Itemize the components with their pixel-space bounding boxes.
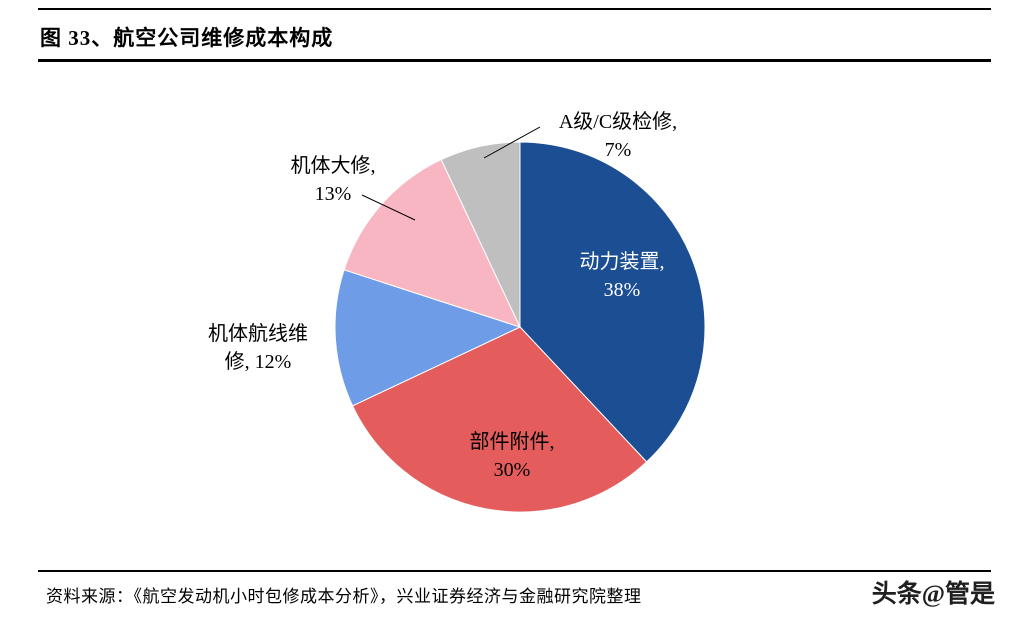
pie-label-3: 机体航线维修, 12% bbox=[208, 322, 308, 373]
leader-line-gray bbox=[483, 126, 541, 159]
pie-label-5: A级/C级检修, 7% bbox=[559, 110, 677, 161]
pie-slice-4 bbox=[343, 158, 521, 328]
pie-label-2: 部件附件, 30% bbox=[470, 430, 555, 481]
watermark: 头条@管是 bbox=[871, 581, 995, 608]
title-underline bbox=[38, 59, 991, 62]
pie-slice-2 bbox=[351, 326, 648, 513]
pie-slice-5 bbox=[440, 141, 521, 328]
pie-label-4: 机体大修, 13% bbox=[291, 154, 376, 205]
source-note: 资料来源：《航空发动机小时包修成本分析》，兴业证券经济与金融研究院整理 bbox=[46, 587, 642, 606]
pie-slice-1 bbox=[519, 141, 706, 463]
pie-chart: 动力装置, 38% 部件附件, 30% 机体航线维修, 12% 机体大修, 13% A级/C级… bbox=[208, 110, 706, 513]
bottom-rule bbox=[38, 570, 991, 572]
pie-slice-3 bbox=[334, 269, 522, 407]
top-rule bbox=[38, 8, 991, 10]
figure-title: 图 33、航空公司维修成本构成 bbox=[40, 26, 334, 50]
pie-label-1: 动力装置, 38% bbox=[580, 250, 665, 301]
leader-line-pink bbox=[361, 194, 416, 221]
